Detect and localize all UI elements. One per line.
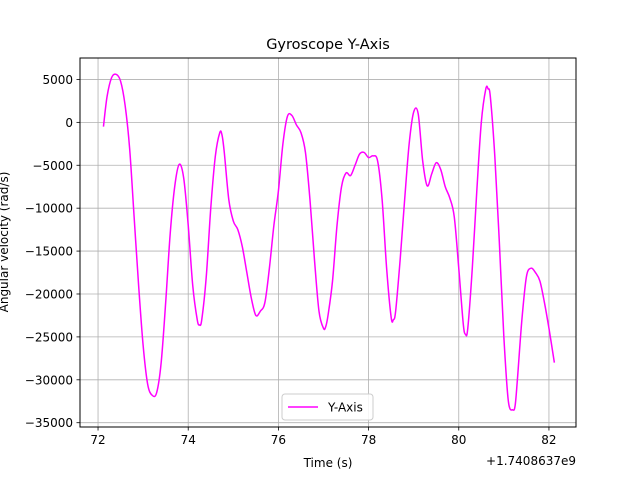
plot-frame — [79, 57, 577, 428]
x-axis-offset-label: +1.7408637e9 — [486, 454, 576, 468]
legend: Y-Axis — [281, 393, 374, 421]
x-tick-label: 72 — [90, 433, 105, 447]
grid — [80, 58, 576, 427]
legend-label-y-axis: Y-Axis — [327, 401, 363, 415]
x-tick-label: 80 — [451, 433, 466, 447]
y-tick-label: −10000 — [25, 202, 73, 216]
y-axis-title: Angular velocity (rad/s) — [0, 172, 11, 313]
y-tick-label: 5000 — [42, 73, 73, 87]
x-tick-label: 74 — [181, 433, 196, 447]
x-axis-title: Time (s) — [303, 456, 353, 470]
y-tick-label: −35000 — [25, 416, 73, 430]
x-tick-label: 78 — [361, 433, 376, 447]
y-tick-label: −30000 — [25, 373, 73, 387]
legend-box — [281, 393, 374, 421]
ticks: 72 74 76 78 80 82 5000 0 −5000 −10000 −15000 −20000… — [25, 73, 557, 447]
y-tick-label: −15000 — [25, 245, 73, 259]
y-tick-label: 0 — [65, 116, 73, 130]
series-layer — [102, 73, 556, 411]
y-tick-label: −20000 — [25, 287, 73, 301]
y-tick-label: −25000 — [25, 330, 73, 344]
series-line-y-axis — [102, 73, 556, 411]
x-tick-label: 76 — [271, 433, 286, 447]
y-tick-label: −5000 — [32, 159, 73, 173]
chart-title: Gyroscope Y-Axis — [266, 37, 390, 53]
x-tick-label: 82 — [541, 433, 556, 447]
